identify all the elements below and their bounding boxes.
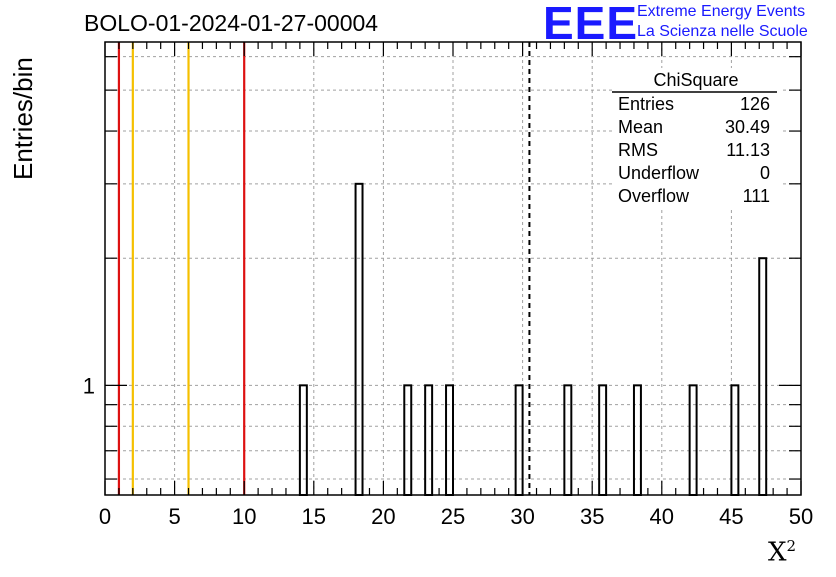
stats-value: 30.49 [725, 117, 770, 137]
histogram-bar [354, 182, 364, 496]
stats-label: Mean [618, 117, 663, 137]
logo-line-2: La Scienza nelle Scuole [637, 23, 808, 40]
x-axis-label-base: X [768, 537, 787, 568]
x-tick-label: 5 [168, 504, 180, 529]
x-tick-label: 25 [441, 504, 465, 529]
stats-value: 11.13 [726, 140, 770, 160]
logo-line-1: Extreme Energy Events [637, 3, 806, 20]
chart-title: BOLO-01-2024-01-27-00004 [84, 10, 379, 36]
x-tick-label: 15 [302, 504, 326, 529]
stats-label: Entries [618, 94, 674, 114]
x-tick-label: 30 [510, 504, 534, 529]
stats-label: Underflow [618, 163, 700, 183]
x-tick-label: 10 [232, 504, 256, 529]
stats-value: 0 [760, 163, 770, 183]
x-axis-label: X2 [768, 537, 796, 568]
eee-logo: EEE [543, 0, 639, 49]
stats-label: Overflow [618, 186, 690, 206]
x-tick-label: 40 [650, 504, 674, 529]
x-tick-label: 20 [371, 504, 395, 529]
histogram-bar [758, 257, 768, 497]
y-tick-label: 1 [83, 373, 95, 398]
x-tick-label: 0 [99, 504, 111, 529]
stats-label: RMS [618, 140, 658, 160]
stats-value: 126 [740, 94, 770, 114]
x-tick-label: 35 [580, 504, 604, 529]
stats-name: ChiSquare [653, 70, 738, 90]
y-axis-label: Entries/bin [8, 57, 38, 180]
x-axis-label-sup: 2 [786, 537, 797, 555]
x-tick-label: 50 [789, 504, 813, 529]
stats-value: 111 [743, 186, 770, 206]
x-tick-label: 45 [719, 504, 743, 529]
